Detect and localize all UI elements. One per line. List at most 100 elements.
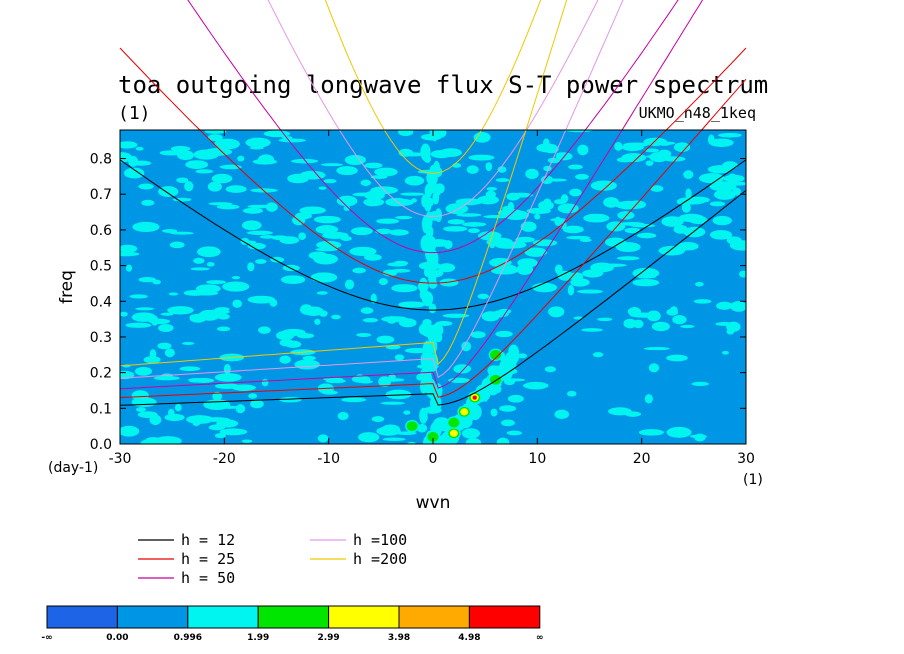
heat-speckle (730, 301, 746, 312)
colorbar-label: ∞ (536, 633, 544, 643)
heat-speckle (507, 394, 524, 403)
heat-speckle (666, 426, 692, 438)
heatmap-field (120, 130, 746, 444)
heat-speckle (443, 240, 453, 249)
heat-speckle (644, 394, 653, 404)
heat-speckle (137, 411, 158, 419)
heat-speckle (120, 311, 128, 317)
heat-speckle (603, 197, 620, 208)
heat-speckle (410, 198, 417, 203)
heat-speckle (376, 335, 395, 344)
heat-speckle (623, 142, 649, 147)
heat-speckle (184, 181, 194, 192)
heat-speckle (344, 154, 366, 166)
colorbar-label: 4.98 (458, 633, 480, 643)
heat-speckle (466, 165, 479, 174)
heat-speckle (632, 267, 660, 279)
y-tick-label: 0.0 (90, 437, 112, 453)
heat-speckle (486, 186, 498, 191)
heat-speckle (597, 317, 613, 322)
heat-speckle (398, 301, 426, 308)
heat-speckle (382, 437, 406, 442)
heat-speckle (159, 150, 183, 156)
heat-speckle (135, 407, 146, 412)
heat-streak (423, 267, 432, 278)
heat-speckle (560, 194, 569, 203)
heat-speckle (570, 278, 590, 287)
heat-speckle (536, 143, 558, 153)
heat-streak (423, 154, 432, 163)
heat-speckle (644, 148, 660, 153)
heat-speckle (617, 211, 635, 220)
heat-speckle (296, 333, 315, 339)
heat-speckle (303, 306, 324, 316)
heat-speckle (690, 434, 707, 439)
x-tick-label: 0 (429, 451, 438, 467)
legend-label: h =100 (353, 531, 407, 549)
heat-speckle (310, 272, 338, 283)
heat-speckle (394, 354, 405, 361)
heat-speckle (186, 415, 214, 424)
heat-speckle (197, 246, 221, 258)
colorbar-label: 2.99 (317, 633, 339, 643)
heat-speckle (443, 226, 468, 232)
heat-speckle (231, 384, 256, 391)
heat-speckle (302, 355, 316, 361)
heat-speckle (614, 141, 623, 151)
heat-speckle (158, 323, 174, 333)
heat-speckle (461, 428, 481, 439)
legend-label: h = 25 (181, 550, 235, 568)
heat-speckle (138, 276, 156, 283)
heat-speckle (350, 227, 373, 236)
heat-speckle (567, 284, 575, 296)
heat-speckle (624, 227, 641, 234)
heat-speckle (707, 165, 732, 174)
heat-speckle (562, 225, 584, 234)
heat-speckle (456, 213, 482, 217)
heat-speckle (517, 258, 538, 268)
colorbar-swatch (116, 605, 189, 629)
heat-speckle (575, 173, 589, 180)
heat-hotspot (448, 417, 460, 428)
heat-speckle (376, 218, 400, 224)
heat-speckle (502, 206, 511, 212)
heat-speckle (285, 340, 302, 348)
heat-speckle (126, 264, 133, 272)
heat-speckle (222, 281, 250, 292)
dispersion-curve-inertio-gravity (119, 159, 747, 311)
heat-speckle (632, 278, 660, 287)
heat-speckle (374, 167, 398, 177)
heat-speckle (554, 216, 562, 226)
heat-speckle (557, 203, 579, 214)
heat-speckle (246, 230, 273, 235)
y-tick-label: 0.1 (90, 401, 112, 417)
y-tick-label: 0.6 (90, 223, 112, 239)
heat-speckle (630, 223, 656, 228)
heat-speckle (683, 170, 694, 179)
heat-speckle (219, 428, 248, 436)
colorbar-label: 0.996 (174, 633, 202, 643)
dispersion-curve-kelvin (119, 0, 704, 390)
heat-speckle (669, 306, 678, 315)
heat-speckle (583, 213, 610, 223)
heat-speckle (403, 410, 411, 415)
heat-speckle (645, 160, 654, 166)
heat-speckle (190, 267, 210, 271)
heat-speckle (337, 411, 349, 421)
heat-speckle (247, 242, 266, 250)
heat-speckle (135, 307, 155, 311)
heat-speckle (237, 155, 245, 162)
heat-ridge (468, 404, 482, 421)
colorbar-label: 0.00 (106, 633, 128, 643)
heat-speckle (225, 185, 247, 193)
heat-speckle (217, 313, 230, 320)
heat-speckle (658, 245, 686, 256)
heat-speckle (569, 188, 582, 197)
heat-speckle (693, 299, 712, 304)
heat-hotspot (406, 421, 418, 432)
heat-speckle (315, 225, 339, 234)
heat-speckle (318, 186, 327, 190)
heat-speckle (207, 134, 223, 142)
heat-speckle (360, 179, 372, 186)
